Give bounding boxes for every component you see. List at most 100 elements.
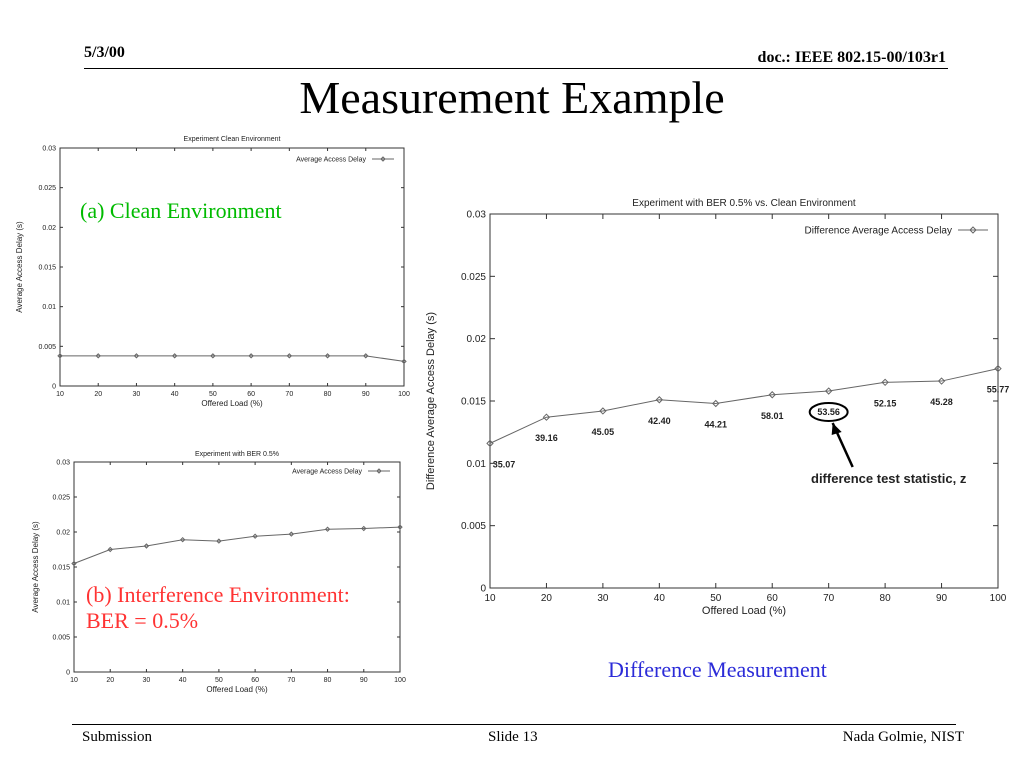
y-tick-label: 0.03 bbox=[56, 459, 70, 466]
x-tick-label: 30 bbox=[597, 593, 609, 604]
x-tick-label: 100 bbox=[398, 391, 410, 398]
data-point bbox=[994, 364, 1002, 373]
point-value-label: 39.16 bbox=[535, 433, 558, 443]
series-line bbox=[60, 355, 405, 362]
slide-title: Measurement Example bbox=[299, 72, 725, 123]
x-tick-label: 100 bbox=[990, 593, 1007, 604]
point-value-label: 45.05 bbox=[592, 427, 615, 437]
y-tick-label: 0.02 bbox=[467, 334, 487, 345]
y-tick-label: 0 bbox=[52, 383, 56, 390]
data-point bbox=[486, 439, 494, 448]
legend-marker bbox=[969, 226, 977, 234]
x-tick-label: 100 bbox=[394, 677, 406, 684]
annotation-clean-environment: (a) Clean Environment bbox=[80, 198, 282, 223]
data-point bbox=[824, 387, 833, 395]
y-axis-label: Average Access Delay (s) bbox=[15, 221, 24, 313]
point-value-label: 42.40 bbox=[648, 416, 671, 426]
x-tick-label: 90 bbox=[360, 677, 368, 684]
data-point bbox=[288, 531, 295, 537]
data-point bbox=[107, 546, 113, 553]
data-point bbox=[252, 533, 258, 539]
x-tick-label: 60 bbox=[251, 677, 259, 684]
y-tick-label: 0.025 bbox=[38, 185, 56, 192]
legend-label: Average Access Delay bbox=[296, 156, 366, 163]
chart-svg: Experiment with BER 0.5% vs. Clean Envir… bbox=[425, 198, 1009, 617]
y-tick-label: 0.005 bbox=[52, 634, 70, 641]
x-tick-label: 20 bbox=[106, 677, 114, 684]
point-value-label: 53.56 bbox=[817, 407, 840, 417]
legend-marker bbox=[380, 156, 386, 162]
point-value-label: 55.77 bbox=[987, 385, 1010, 395]
chart-title: Experiment with BER 0.5% vs. Clean Envir… bbox=[632, 198, 856, 209]
chart-title: Experiment Clean Environment bbox=[184, 136, 281, 143]
y-tick-label: 0.01 bbox=[42, 304, 56, 311]
x-tick-label: 70 bbox=[823, 593, 835, 604]
data-point bbox=[599, 407, 607, 415]
x-axis-label: Offered Load (%) bbox=[206, 685, 268, 694]
data-point bbox=[71, 560, 77, 567]
point-value-label: 58.01 bbox=[761, 411, 784, 421]
data-point bbox=[655, 396, 664, 404]
x-tick-label: 90 bbox=[936, 593, 948, 604]
annotation-text: difference test statistic, z bbox=[811, 471, 967, 486]
y-tick-label: 0.005 bbox=[38, 344, 56, 351]
x-tick-label: 80 bbox=[324, 391, 332, 398]
data-point bbox=[712, 399, 720, 408]
data-point bbox=[324, 526, 331, 532]
x-tick-label: 50 bbox=[710, 593, 722, 604]
chart-svg: Experiment with BER 0.5% 10 20 30 40 50 60 70 80… bbox=[31, 451, 406, 694]
y-tick-label: 0.02 bbox=[42, 225, 56, 232]
point-value-label: 44.21 bbox=[705, 419, 728, 429]
chart-svg: Experiment Clean Environment 10 20 30 40 50 60… bbox=[15, 136, 410, 408]
y-tick-label: 0.025 bbox=[461, 272, 486, 283]
chart-ber-environment: Experiment with BER 0.5% 10 20 30 40 50 60 70 80… bbox=[30, 446, 414, 696]
data-point bbox=[171, 353, 178, 359]
x-axis-label: Offered Load (%) bbox=[702, 605, 786, 617]
data-point bbox=[397, 524, 403, 530]
y-tick-label: 0.01 bbox=[56, 599, 70, 606]
y-tick-label: 0 bbox=[66, 669, 70, 676]
data-point bbox=[95, 353, 101, 359]
x-tick-label: 40 bbox=[171, 391, 179, 398]
y-tick-label: 0.025 bbox=[52, 494, 70, 501]
y-tick-label: 0.005 bbox=[461, 521, 486, 532]
highlight-ellipse bbox=[808, 402, 849, 423]
data-point bbox=[324, 353, 331, 359]
x-tick-label: 60 bbox=[767, 593, 779, 604]
data-point bbox=[210, 353, 216, 359]
data-point bbox=[143, 543, 150, 549]
x-tick-label: 30 bbox=[133, 391, 141, 398]
data-point bbox=[881, 378, 889, 387]
x-tick-label: 80 bbox=[880, 593, 892, 604]
y-tick-label: 0.01 bbox=[467, 459, 487, 470]
y-tick-label: 0.015 bbox=[461, 397, 486, 408]
x-tick-label: 50 bbox=[215, 677, 223, 684]
point-value-label: 35.07 bbox=[493, 459, 516, 469]
x-tick-label: 70 bbox=[285, 391, 293, 398]
data-point bbox=[363, 353, 369, 359]
y-axis-label: Difference Average Access Delay (s) bbox=[425, 312, 437, 490]
header-divider bbox=[84, 68, 948, 69]
chart-title: Experiment with BER 0.5% bbox=[195, 451, 279, 458]
x-tick-label: 60 bbox=[247, 391, 255, 398]
caption-difference-measurement: Difference Measurement bbox=[608, 657, 827, 682]
data-point bbox=[768, 391, 776, 399]
x-tick-label: 40 bbox=[654, 593, 666, 604]
y-tick-label: 0.03 bbox=[42, 145, 56, 152]
x-tick-label: 50 bbox=[209, 391, 217, 398]
chart-clean-environment: Experiment Clean Environment 10 20 30 40 50 60… bbox=[14, 130, 418, 416]
series-line bbox=[73, 526, 401, 564]
data-point bbox=[179, 536, 186, 543]
legend-label: Difference Average Access Delay bbox=[805, 226, 953, 237]
point-value-label: 52.15 bbox=[874, 398, 897, 408]
data-point bbox=[216, 538, 222, 544]
footer-submission: Submission bbox=[82, 729, 153, 745]
x-tick-label: 10 bbox=[70, 677, 78, 684]
annotation-b-line2: BER = 0.5% bbox=[86, 608, 199, 633]
footer-divider bbox=[72, 724, 956, 725]
footer-slide-number: Slide 13 bbox=[488, 729, 538, 745]
x-tick-label: 80 bbox=[324, 677, 332, 684]
y-axis-label: Average Access Delay (s) bbox=[31, 521, 40, 613]
data-point bbox=[937, 377, 946, 385]
doc-id: doc.: IEEE 802.15-00/103r1 bbox=[757, 49, 946, 66]
